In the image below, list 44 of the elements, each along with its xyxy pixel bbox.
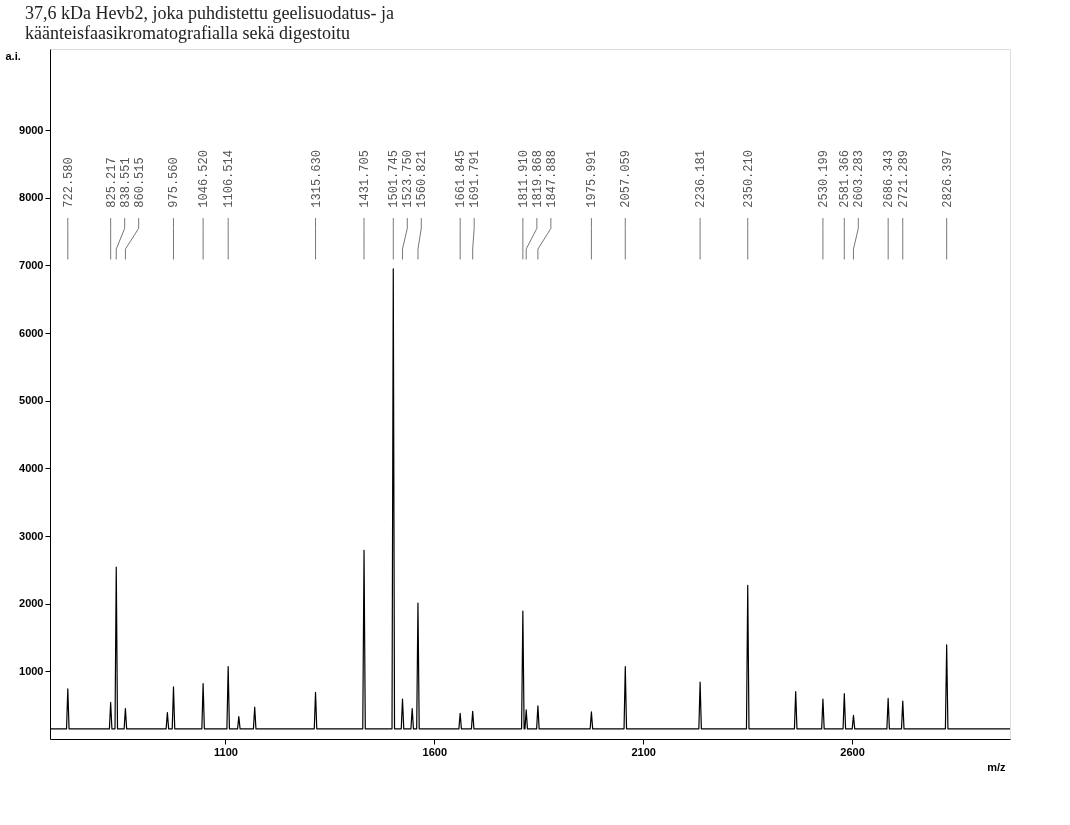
annotation: 2686.343	[882, 150, 897, 208]
x-tick-label: 2100	[631, 745, 656, 758]
annotation: 1523.750	[401, 150, 416, 208]
annotation: 2826.397	[940, 150, 955, 208]
annotation: 1691.791	[468, 150, 483, 208]
y-tick-label: 4000	[19, 461, 44, 474]
annotation: 975.560	[167, 157, 182, 208]
y-tick-label: 2000	[19, 597, 44, 610]
x-tick-label: 1600	[422, 745, 448, 758]
y-tick-label: 6000	[19, 326, 44, 339]
annotation: 1431.705	[358, 150, 373, 208]
text: käänteisfaasikromatografialla sekä digestoitu	[25, 23, 350, 43]
y-tick-label: 7000	[19, 258, 44, 271]
annotation: 1811.910	[516, 150, 531, 208]
y-tick-label: 9000	[19, 123, 44, 136]
annotation: 838.551	[118, 157, 133, 208]
annotation: 1847.888	[544, 150, 559, 208]
annotation: 1501.745	[387, 150, 402, 208]
annotation: 1046.520	[197, 150, 212, 208]
y-tick-label: 8000	[19, 191, 44, 204]
annotation: 2057.059	[619, 150, 634, 208]
annotation: 1661.845	[454, 150, 469, 208]
x-tick-label: 1100	[214, 745, 238, 758]
x-axis-title: m/z	[987, 760, 1006, 773]
y-tick-label: 5000	[19, 394, 44, 407]
annotation: 1975.991	[585, 150, 600, 208]
annotation: 1106.514	[222, 150, 237, 208]
y-axis-title: a.i.	[5, 49, 21, 62]
annotation: 1315.630	[309, 150, 324, 208]
y-tick-label: 1000	[19, 664, 44, 677]
annotation: 2721.289	[896, 150, 911, 208]
annotation: 722.580	[61, 157, 76, 208]
annotation: 1819.868	[530, 150, 545, 208]
annotation: 2581.366	[838, 150, 853, 208]
annotation: 1560.821	[415, 150, 430, 208]
annotation: 2603.283	[852, 150, 867, 208]
x-tick-label: 2600	[840, 745, 865, 758]
annotation: 825.217	[104, 157, 119, 208]
y-tick-label: 3000	[19, 529, 44, 542]
annotation: 860.515	[132, 157, 147, 208]
annotation: 2236.181	[694, 150, 709, 208]
text: 37,6 kDa Hevb2, joka puhdistettu geelisuodatus- ja	[25, 3, 394, 23]
annotation: 2350.210	[741, 150, 756, 208]
annotation: 2530.199	[816, 150, 831, 208]
